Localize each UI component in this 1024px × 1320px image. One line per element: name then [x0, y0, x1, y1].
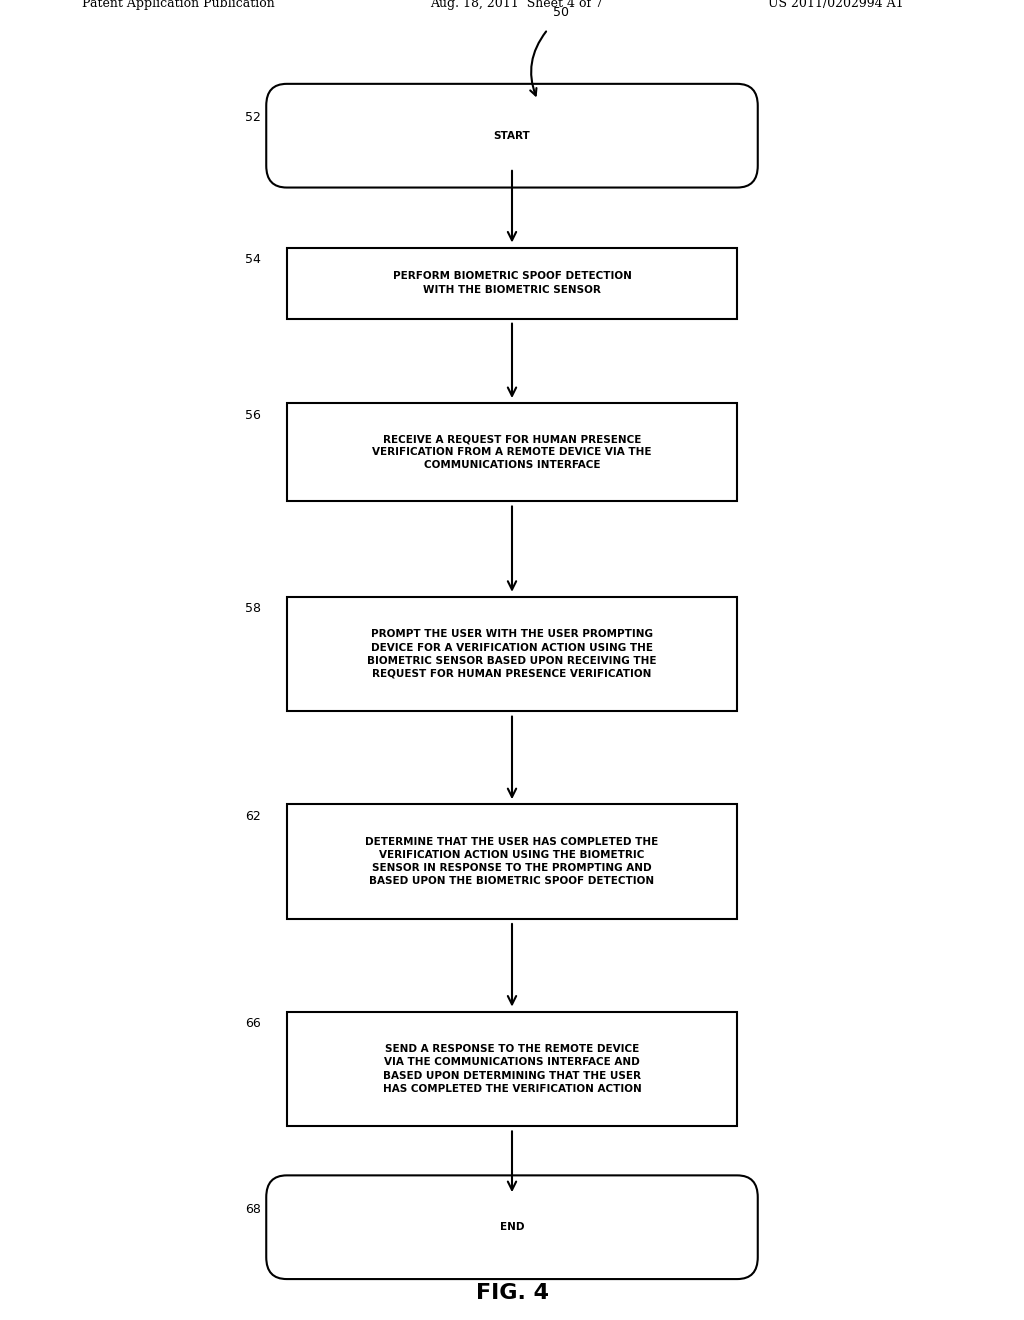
- Text: Patent Application Publication: Patent Application Publication: [82, 0, 274, 11]
- Text: 62: 62: [246, 809, 261, 822]
- Text: 52: 52: [245, 111, 261, 124]
- Text: 68: 68: [245, 1203, 261, 1216]
- Text: Aug. 18, 2011  Sheet 4 of 7: Aug. 18, 2011 Sheet 4 of 7: [430, 0, 603, 11]
- Bar: [287, 597, 737, 711]
- Text: 58: 58: [245, 602, 261, 615]
- Text: START: START: [494, 131, 530, 141]
- Bar: [287, 248, 737, 318]
- Bar: [287, 804, 737, 919]
- FancyBboxPatch shape: [266, 1175, 758, 1279]
- Text: PROMPT THE USER WITH THE USER PROMPTING
DEVICE FOR A VERIFICATION ACTION USING T: PROMPT THE USER WITH THE USER PROMPTING …: [368, 630, 656, 678]
- Text: 56: 56: [245, 409, 261, 421]
- Text: END: END: [500, 1222, 524, 1232]
- Text: PERFORM BIOMETRIC SPOOF DETECTION
WITH THE BIOMETRIC SENSOR: PERFORM BIOMETRIC SPOOF DETECTION WITH T…: [392, 272, 632, 294]
- Text: US 2011/0202994 A1: US 2011/0202994 A1: [768, 0, 903, 11]
- Text: 66: 66: [246, 1018, 261, 1030]
- Text: FIG. 4: FIG. 4: [475, 1283, 549, 1303]
- Text: 50: 50: [553, 7, 569, 20]
- FancyBboxPatch shape: [266, 84, 758, 187]
- Text: DETERMINE THAT THE USER HAS COMPLETED THE
VERIFICATION ACTION USING THE BIOMETRI: DETERMINE THAT THE USER HAS COMPLETED TH…: [366, 837, 658, 886]
- Bar: [287, 403, 737, 502]
- Text: SEND A RESPONSE TO THE REMOTE DEVICE
VIA THE COMMUNICATIONS INTERFACE AND
BASED : SEND A RESPONSE TO THE REMOTE DEVICE VIA…: [383, 1044, 641, 1094]
- Text: 54: 54: [245, 253, 261, 267]
- Text: RECEIVE A REQUEST FOR HUMAN PRESENCE
VERIFICATION FROM A REMOTE DEVICE VIA THE
C: RECEIVE A REQUEST FOR HUMAN PRESENCE VER…: [373, 434, 651, 470]
- Bar: [287, 1011, 737, 1126]
